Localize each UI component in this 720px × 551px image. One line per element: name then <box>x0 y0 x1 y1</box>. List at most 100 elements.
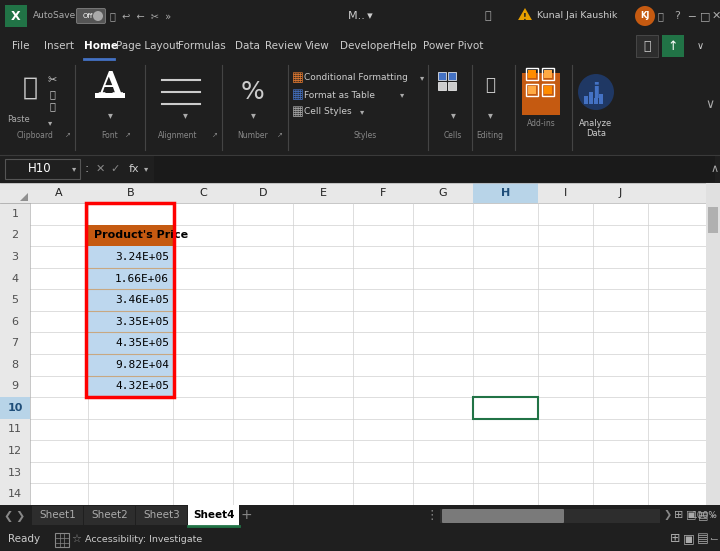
Text: ⋮: ⋮ <box>426 509 438 521</box>
Bar <box>88 332 173 354</box>
Text: 3.35E+05: 3.35E+05 <box>115 317 169 327</box>
Text: 📋: 📋 <box>49 89 55 99</box>
Bar <box>0 183 30 203</box>
Text: 4.35E+05: 4.35E+05 <box>115 338 169 348</box>
Text: D: D <box>258 188 267 198</box>
Circle shape <box>635 6 655 26</box>
Text: ▾: ▾ <box>72 165 76 174</box>
Text: ▾: ▾ <box>107 110 112 120</box>
Text: X: X <box>12 9 21 23</box>
Text: ▾: ▾ <box>360 107 364 116</box>
Bar <box>712 514 713 518</box>
Text: Data: Data <box>235 41 260 51</box>
Bar <box>594 98 598 104</box>
Text: Add-ins: Add-ins <box>526 118 555 127</box>
Bar <box>0 289 30 311</box>
Text: E: E <box>320 188 326 198</box>
Bar <box>0 183 720 203</box>
Bar <box>188 505 239 526</box>
Text: ✕: ✕ <box>95 164 104 174</box>
Text: ✂: ✂ <box>48 75 57 85</box>
Text: □: □ <box>700 11 710 21</box>
Bar <box>584 96 588 104</box>
Text: ✕: ✕ <box>711 11 720 21</box>
Bar <box>86 203 174 397</box>
Bar <box>544 70 552 78</box>
Text: ∧: ∧ <box>711 164 719 174</box>
Bar <box>438 72 446 80</box>
Text: 🔍: 🔍 <box>485 11 491 21</box>
Text: ❮: ❮ <box>4 510 13 521</box>
Bar <box>0 354 30 376</box>
Bar <box>528 86 536 94</box>
Bar <box>0 483 30 505</box>
Text: 💬: 💬 <box>643 40 651 52</box>
Text: Accessibility: Investigate: Accessibility: Investigate <box>85 534 202 543</box>
Text: 8: 8 <box>12 360 19 370</box>
Text: Page Layout: Page Layout <box>116 41 180 51</box>
Bar <box>88 354 173 376</box>
Text: 5: 5 <box>12 295 19 305</box>
Text: 7: 7 <box>12 338 19 348</box>
Text: ↗: ↗ <box>125 132 131 138</box>
Bar <box>88 376 173 397</box>
Text: M.. ▾: M.. ▾ <box>348 11 372 21</box>
Text: B: B <box>127 188 135 198</box>
Text: 1.66E+06: 1.66E+06 <box>115 273 169 284</box>
Text: ↑: ↑ <box>667 40 678 52</box>
Text: Insert: Insert <box>44 41 74 51</box>
Text: ⊞: ⊞ <box>675 510 684 520</box>
Text: 100%: 100% <box>692 510 718 520</box>
Bar <box>0 376 30 397</box>
Text: A: A <box>98 69 122 100</box>
Text: Sheet3: Sheet3 <box>143 510 180 520</box>
Bar <box>544 86 552 94</box>
Bar <box>526 84 538 96</box>
Text: A: A <box>55 188 63 198</box>
Text: Conditional Formatting: Conditional Formatting <box>304 73 408 83</box>
Bar <box>662 35 684 57</box>
Bar <box>0 225 30 246</box>
Text: Cell Styles: Cell Styles <box>304 107 351 116</box>
Text: 3: 3 <box>12 252 19 262</box>
Text: ▾: ▾ <box>144 165 148 174</box>
Text: +: + <box>240 508 252 522</box>
Bar <box>88 246 173 268</box>
Text: Paste: Paste <box>6 116 30 125</box>
Text: ▾: ▾ <box>420 73 424 83</box>
Text: I: I <box>564 188 567 198</box>
Text: ⊞: ⊞ <box>670 532 680 545</box>
Text: Product's Price: Product's Price <box>94 230 188 240</box>
Bar <box>0 246 30 268</box>
Text: File: File <box>12 41 30 51</box>
Text: Formulas: Formulas <box>178 41 226 51</box>
Bar <box>0 397 30 419</box>
Text: ?: ? <box>674 11 680 21</box>
Text: Format as Table: Format as Table <box>304 90 375 100</box>
Bar <box>0 0 720 32</box>
Text: 14: 14 <box>8 489 22 499</box>
Text: ─: ─ <box>710 534 716 544</box>
Bar <box>88 225 173 246</box>
Text: Sheet1: Sheet1 <box>39 510 76 520</box>
Text: Sheet4: Sheet4 <box>193 510 234 520</box>
Text: fx: fx <box>129 164 139 174</box>
Bar <box>0 440 30 462</box>
Text: ▾: ▾ <box>183 110 187 120</box>
Text: ∨: ∨ <box>696 41 703 51</box>
Text: Sheet2: Sheet2 <box>91 510 128 520</box>
Text: Developer: Developer <box>340 41 394 51</box>
Bar <box>0 527 720 551</box>
Bar <box>522 73 560 115</box>
Bar <box>88 311 173 332</box>
Bar <box>0 155 720 183</box>
Bar <box>528 70 536 78</box>
Bar <box>589 92 593 104</box>
Text: C: C <box>199 188 207 198</box>
Bar <box>438 82 446 90</box>
Bar <box>448 72 456 80</box>
Text: 9: 9 <box>12 381 19 391</box>
Text: Help: Help <box>393 41 417 51</box>
Text: G: G <box>438 188 447 198</box>
Text: 📋: 📋 <box>22 76 37 100</box>
